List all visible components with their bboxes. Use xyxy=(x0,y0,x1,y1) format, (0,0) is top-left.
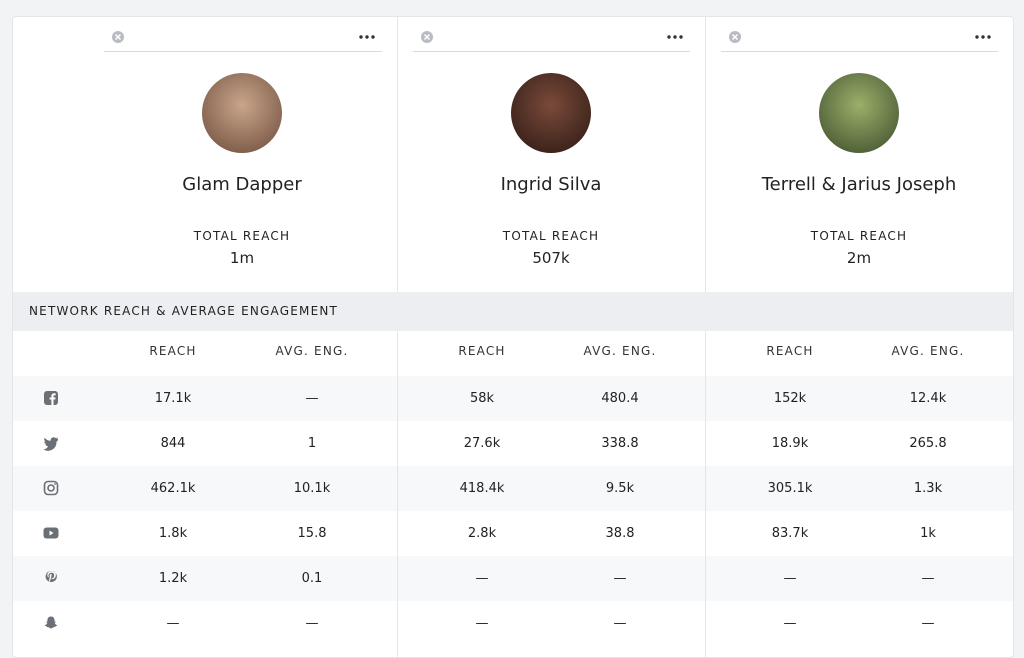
total-reach-value: 1m xyxy=(229,249,255,267)
profile-name: Ingrid Silva xyxy=(500,174,602,195)
profile-name: Terrell & Jarius Joseph xyxy=(761,174,957,195)
table-cell: 18.9k xyxy=(771,436,809,451)
table-cell: 265.8 xyxy=(909,436,947,451)
total-reach-label: TOTAL REACH xyxy=(810,229,908,243)
table-cell: 152k xyxy=(773,391,807,406)
network-icon xyxy=(43,570,59,586)
header-line xyxy=(721,51,998,52)
avatar xyxy=(202,73,282,153)
total-reach-label: TOTAL REACH xyxy=(502,229,600,243)
table-cell: — xyxy=(166,616,180,631)
remove-button[interactable] xyxy=(111,29,125,43)
table-cell: 844 xyxy=(160,436,186,451)
table-cell: 1.8k xyxy=(158,526,188,541)
table-cell: 338.8 xyxy=(601,436,639,451)
row-shade xyxy=(13,466,1013,511)
table-cell: 1.2k xyxy=(158,571,188,586)
table-cell: 418.4k xyxy=(459,481,505,496)
table-cell: — xyxy=(921,616,935,631)
table-cell: 305.1k xyxy=(767,481,813,496)
header-line xyxy=(413,51,690,52)
remove-button[interactable] xyxy=(728,29,742,43)
table-cell: 58k xyxy=(469,391,495,406)
total-reach-label: TOTAL REACH xyxy=(193,229,291,243)
row-shade xyxy=(13,376,1013,421)
divider xyxy=(397,331,398,657)
section-title: NETWORK REACH & AVERAGE ENGAGEMENT xyxy=(29,304,339,318)
table-cell: — xyxy=(783,571,797,586)
table-cell: 15.8 xyxy=(297,526,327,541)
more-button[interactable] xyxy=(358,29,376,43)
remove-button[interactable] xyxy=(420,29,434,43)
table-cell: — xyxy=(475,616,489,631)
divider xyxy=(397,17,398,292)
network-icon xyxy=(43,390,59,406)
table-cell: — xyxy=(475,571,489,586)
more-button[interactable] xyxy=(974,29,992,43)
table-cell: — xyxy=(305,391,319,406)
table-cell: — xyxy=(613,616,627,631)
table-cell: 27.6k xyxy=(463,436,501,451)
column-header: REACH xyxy=(458,344,506,358)
table-cell: 1.3k xyxy=(913,481,943,496)
table-cell: 9.5k xyxy=(605,481,635,496)
section-band xyxy=(13,292,1013,331)
table-cell: — xyxy=(921,571,935,586)
avatar xyxy=(819,73,899,153)
total-reach-value: 2m xyxy=(846,249,872,267)
header-line xyxy=(104,51,382,52)
table-cell: 17.1k xyxy=(154,391,192,406)
table-cell: 83.7k xyxy=(771,526,809,541)
more-button[interactable] xyxy=(666,29,684,43)
table-cell: 2.8k xyxy=(467,526,497,541)
total-reach-value: 507k xyxy=(532,249,570,267)
table-cell: 38.8 xyxy=(605,526,635,541)
network-icon xyxy=(43,525,59,541)
divider xyxy=(705,331,706,657)
column-header: REACH xyxy=(149,344,197,358)
table-cell: 10.1k xyxy=(293,481,331,496)
table-cell: — xyxy=(783,616,797,631)
table-cell: 1 xyxy=(307,436,317,451)
profile-name: Glam Dapper xyxy=(182,174,302,195)
column-header: AVG. ENG. xyxy=(583,344,657,358)
table-cell: 0.1 xyxy=(301,571,323,586)
table-cell: — xyxy=(613,571,627,586)
column-header: AVG. ENG. xyxy=(275,344,349,358)
column-header: AVG. ENG. xyxy=(891,344,965,358)
table-cell: 462.1k xyxy=(150,481,196,496)
table-cell: 12.4k xyxy=(909,391,947,406)
table-cell: 480.4 xyxy=(601,391,639,406)
network-icon xyxy=(43,480,59,496)
divider xyxy=(705,17,706,292)
table-cell: 1k xyxy=(920,526,936,541)
column-header: REACH xyxy=(766,344,814,358)
network-icon xyxy=(43,435,59,451)
comparison-card: NETWORK REACH & AVERAGE ENGAGEMENT Glam … xyxy=(12,16,1014,658)
network-icon xyxy=(43,615,59,631)
table-cell: — xyxy=(305,616,319,631)
row-shade xyxy=(13,556,1013,601)
avatar xyxy=(511,73,591,153)
